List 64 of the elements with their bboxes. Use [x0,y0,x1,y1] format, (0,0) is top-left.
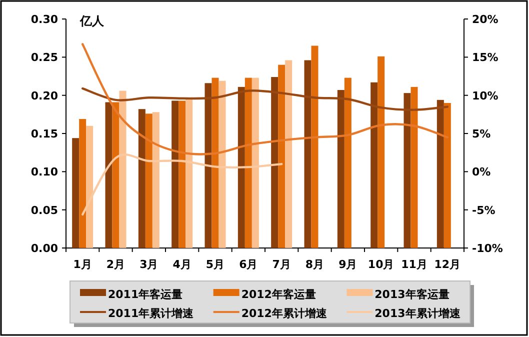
bar [378,56,385,248]
bar [186,98,193,248]
bar [252,78,259,248]
bar [370,82,378,248]
bar [212,78,219,248]
bar [271,77,278,248]
y-tick-label: 0.15 [30,128,58,140]
y-tick-label: 0.20 [30,89,58,102]
bar [152,112,160,248]
x-tick-label: 10月 [368,258,394,271]
bar [172,100,179,248]
bar [436,100,444,248]
bar [410,86,418,248]
x-tick-label: 5月 [206,258,225,271]
bar [119,90,126,248]
bar [344,78,352,248]
y-tick-label: 0.30 [30,13,58,26]
y-tick-label: 0.00 [30,242,58,255]
y-tick-label: 0.25 [30,51,58,64]
bar [86,126,94,248]
x-tick-label: 3月 [140,258,158,271]
bar [72,138,80,248]
x-tick-label: 11月 [401,258,428,271]
y2-tick-label: -10% [472,242,503,255]
legend-label: 2012年客运量 [241,288,316,301]
x-tick-label: 9月 [338,258,358,271]
bar [285,60,292,248]
bar [444,102,451,248]
x-tick-label: 8月 [305,258,324,271]
bar [238,86,245,248]
bar [204,83,212,248]
bar [178,100,186,248]
y-axis-title: 亿人 [79,14,105,28]
x-tick-label: 1月 [73,258,92,271]
bar [304,60,312,248]
y2-tick-label: 20% [472,13,498,26]
y-tick-label: 0.10 [30,166,58,179]
bar [218,80,226,248]
x-tick-label: 2月 [106,258,126,271]
y2-tick-label: 5% [472,128,491,140]
x-tick-label: 6月 [239,258,258,271]
legend-label: 2011年累计增速 [108,307,195,320]
bar [337,90,344,248]
x-tick-label: 7月 [272,258,291,271]
bar [79,118,86,248]
y2-tick-label: 15% [472,51,498,64]
y2-tick-label: 10% [472,89,498,102]
x-tick-label: 12月 [434,258,461,271]
bar [138,109,146,248]
legend-label: 2012年累计增速 [241,307,328,320]
y2-tick-label: 0% [472,166,491,179]
bar [145,114,152,248]
legend-label: 2013年累计增速 [374,307,462,320]
x-tick-label: 4月 [172,258,192,271]
bar [112,102,120,248]
bar [404,93,411,248]
y2-tick-label: -5% [472,204,496,217]
bar [311,46,318,248]
bar [105,102,112,248]
legend-label: 2013年客运量 [374,288,450,301]
bar [278,64,286,248]
bar [244,78,252,248]
legend-label: 2011年客运量 [108,288,183,301]
y-tick-label: 0.05 [30,204,58,217]
